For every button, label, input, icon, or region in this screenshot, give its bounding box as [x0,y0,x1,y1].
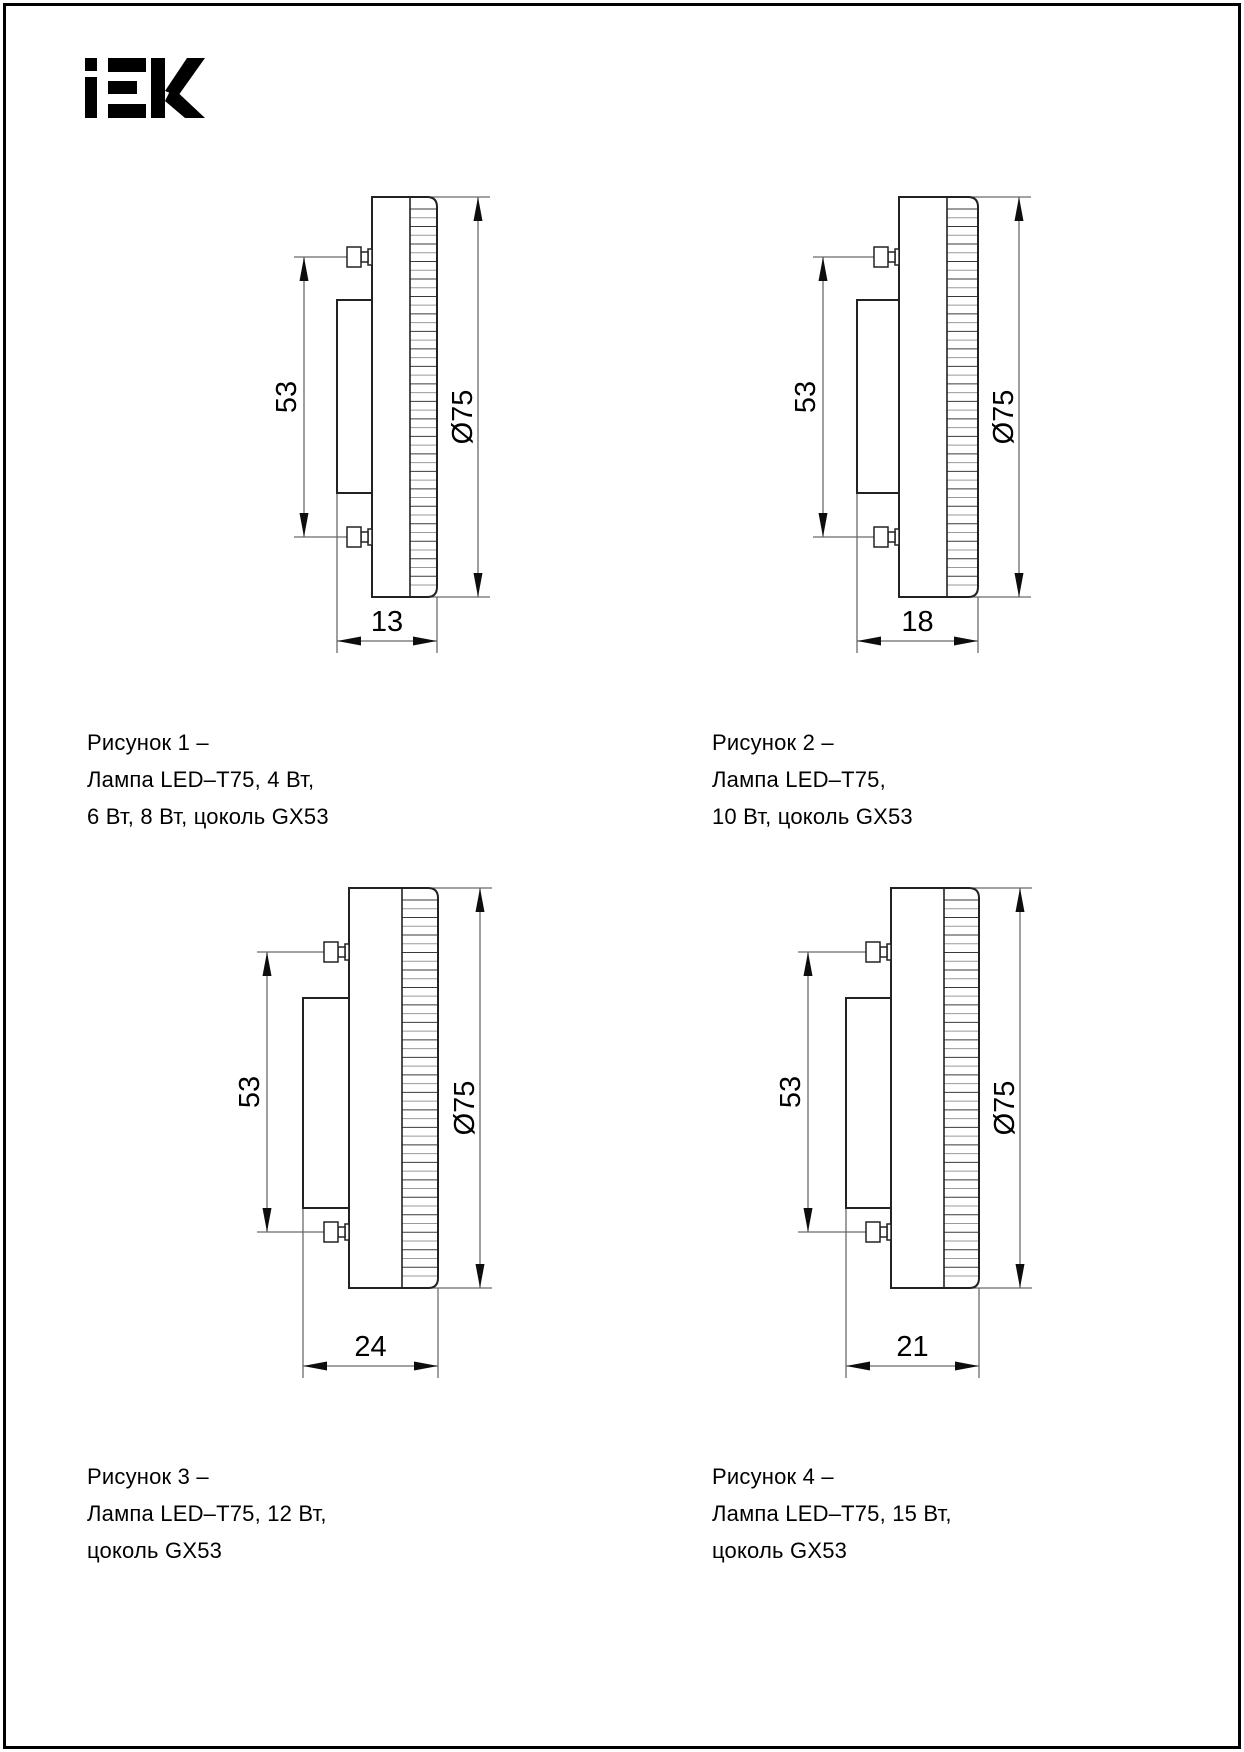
dimension-arrowhead [857,636,881,646]
gx53-pin-bottom-cap [865,1221,881,1243]
logo-k-stem [151,58,165,118]
diameter-dimension-label: Ø75 [989,1081,1021,1136]
dimension-arrowhead [337,636,361,646]
lamp-body [898,196,979,598]
iek-logo [85,58,205,118]
figure-1-caption-line-3: 6 Вт, 8 Вт, цоколь GX53 [87,804,329,829]
figure-2-drawing: 53 Ø75 18 [790,196,1031,653]
gx53-pin-bottom-neck [360,531,369,543]
gx53-pin-top-cap [346,246,362,268]
dimension-arrowhead [803,952,813,976]
logo-k-lower-arm [165,87,205,118]
figure-4-caption-line-3: цоколь GX53 [712,1538,848,1563]
figure-4-drawing: 53 Ø75 21 [775,887,1032,1378]
figure-1-caption-line-2: Лампа LED–T75, 4 Вт, [87,767,315,792]
pin-spacing-dimension-label: 53 [775,1076,807,1108]
gx53-pin-top-cap [865,941,881,963]
lamp-back-housing [856,299,900,494]
dimension-arrowhead [414,1361,438,1371]
dimension-arrowhead [1015,888,1025,912]
gx53-pin-top-cap [873,246,889,268]
diameter-dimension-label: Ø75 [988,390,1020,445]
figure-3-drawing: 53 Ø75 24 [234,887,492,1378]
lamp-body [371,196,438,598]
figure-3-caption-line-1: Рисунок 3 – [87,1464,209,1489]
dimension-arrowhead [262,1208,272,1232]
dimension-arrowhead [818,513,828,537]
pin-spacing-dimension-label: 53 [234,1076,266,1108]
lamp-back-housing [302,997,350,1209]
figure-4-caption: Рисунок 4 – Лампа LED–T75, 15 Вт, цоколь… [712,1458,952,1569]
figure-3-caption-line-2: Лампа LED–T75, 12 Вт, [87,1501,327,1526]
lamp-body [348,887,439,1289]
gx53-pin-bottom-cap [323,1221,339,1243]
dimension-arrowhead [473,573,483,597]
gx53-pin-top-neck [337,946,346,958]
dimension-arrowhead [803,1208,813,1232]
diameter-dimension-label: Ø75 [447,390,479,445]
dimension-arrowhead [1014,197,1024,221]
logo-e-bottom-bar [108,104,146,118]
pin-spacing-dimension-label: 53 [271,381,303,413]
pin-spacing-dimension-label: 53 [790,381,822,413]
gx53-pin-top-neck [887,251,896,263]
dimension-arrowhead [1014,573,1024,597]
lamp-back-housing [845,997,892,1209]
gx53-pin-top-cap [323,941,339,963]
gx53-pin-top-neck [360,251,369,263]
gx53-pin-bottom-neck [887,531,896,543]
logo-e-top-bar [108,58,146,72]
logo-i-dot [85,58,97,71]
figure-1-drawing: 53 Ø75 13 [271,196,490,653]
figure-2-caption-line-3: 10 Вт, цоколь GX53 [712,804,913,829]
gx53-pin-bottom-cap [346,526,362,548]
gx53-pin-bottom-neck [337,1226,346,1238]
dimension-arrowhead [262,952,272,976]
dimension-arrowhead [955,1361,979,1371]
gx53-pin-bottom-neck [879,1226,888,1238]
dimension-arrowhead [846,1361,870,1371]
dimension-arrowhead [473,197,483,221]
dimension-arrowhead [299,513,309,537]
figure-2-caption-line-1: Рисунок 2 – [712,730,834,755]
dimension-arrowhead [954,636,978,646]
logo-k-upper-arm [165,58,205,96]
logo-i-stem [85,77,97,118]
dimension-arrowhead [818,257,828,281]
dimension-arrowhead [475,888,485,912]
thickness-dimension-label: 13 [371,606,403,638]
gx53-pin-top-neck [879,946,888,958]
lamp-body [890,887,980,1289]
dimension-arrowhead [303,1361,327,1371]
figure-4-caption-line-2: Лампа LED–T75, 15 Вт, [712,1501,952,1526]
figure-4-caption-line-1: Рисунок 4 – [712,1464,834,1489]
logo-e-mid-bar [108,81,137,94]
thickness-dimension-label: 18 [901,606,933,638]
lamp-back-housing [336,299,373,494]
thickness-dimension-label: 21 [896,1331,928,1363]
figure-1-caption: Рисунок 1 – Лампа LED–T75, 4 Вт, 6 Вт, 8… [87,724,329,835]
figure-2-caption: Рисунок 2 – Лампа LED–T75, 10 Вт, цоколь… [712,724,913,835]
figure-3-caption-line-3: цоколь GX53 [87,1538,223,1563]
diameter-dimension-label: Ø75 [449,1081,481,1136]
figure-3-caption: Рисунок 3 – Лампа LED–T75, 12 Вт, цоколь… [87,1458,327,1569]
dimension-arrowhead [475,1264,485,1288]
thickness-dimension-label: 24 [354,1331,386,1363]
dimension-arrowhead [299,257,309,281]
figure-1-caption-line-1: Рисунок 1 – [87,730,209,755]
gx53-pin-bottom-cap [873,526,889,548]
figure-2-caption-line-2: Лампа LED–T75, [712,767,886,792]
dimension-arrowhead [1015,1264,1025,1288]
dimension-arrowhead [413,636,437,646]
